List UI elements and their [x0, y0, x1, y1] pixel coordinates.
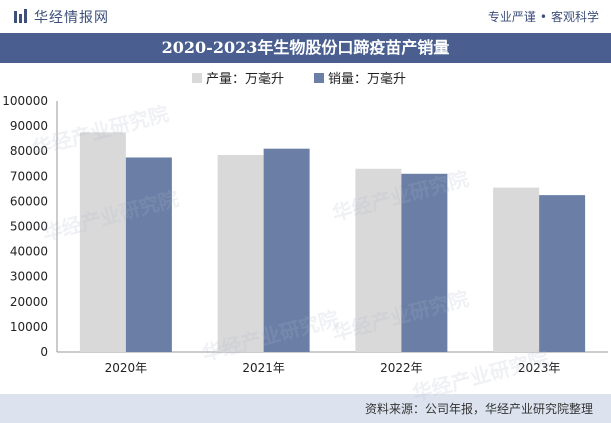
footer-bar: 资料来源：公司年报，华经产业研究院整理 — [0, 394, 611, 423]
brand-name: 华经情报网 — [34, 10, 109, 26]
legend-label: 销量：万毫升 — [328, 71, 406, 87]
slogan-left: 专业严谨 — [487, 10, 536, 24]
bar-sales — [125, 157, 172, 352]
bar-sales — [263, 148, 310, 352]
chart-title: 2020-2023年生物股份口蹄疫苗产销量 — [0, 33, 611, 63]
y-tick-label: 30000 — [10, 270, 48, 284]
logo-icon — [14, 9, 27, 23]
slogan-dot-icon: • — [539, 10, 547, 24]
y-tick-label: 90000 — [10, 119, 48, 133]
legend-label: 产量：万毫升 — [206, 71, 284, 87]
bar-production — [493, 187, 540, 352]
y-tick-label: 60000 — [10, 194, 48, 208]
x-tick-label: 2022年 — [380, 361, 423, 375]
header-bar: 华经情报网 专业严谨 • 客观科学 — [0, 0, 611, 32]
y-tick-label: 10000 — [10, 320, 48, 334]
y-tick-label: 100000 — [2, 94, 48, 108]
bar-production — [79, 132, 126, 352]
legend-swatch — [192, 73, 202, 83]
bar-chart: 0 10000 20000 30000 40000 50000 60000 70000 8000… — [2, 71, 608, 375]
x-tick-label: 2023年 — [518, 361, 561, 375]
y-tick-label: 80000 — [10, 144, 48, 158]
bar-sales — [401, 173, 448, 352]
x-tick-label: 2020年 — [105, 361, 148, 375]
bar-sales — [539, 195, 586, 352]
bar-production — [217, 154, 264, 352]
y-tick-label: 70000 — [10, 169, 48, 183]
x-tick-label: 2021年 — [242, 361, 285, 375]
legend-swatch — [314, 73, 324, 83]
source-note: 资料来源：公司年报，华经产业研究院整理 — [364, 402, 593, 416]
y-tick-label: 40000 — [10, 245, 48, 259]
y-tick-label: 50000 — [10, 220, 48, 234]
bar-production — [355, 168, 402, 352]
y-tick-label: 0 — [40, 345, 48, 359]
slogan-right: 客观科学 — [550, 10, 599, 24]
slogan: 专业严谨 • 客观科学 — [488, 8, 599, 25]
y-tick-label: 20000 — [10, 295, 48, 309]
